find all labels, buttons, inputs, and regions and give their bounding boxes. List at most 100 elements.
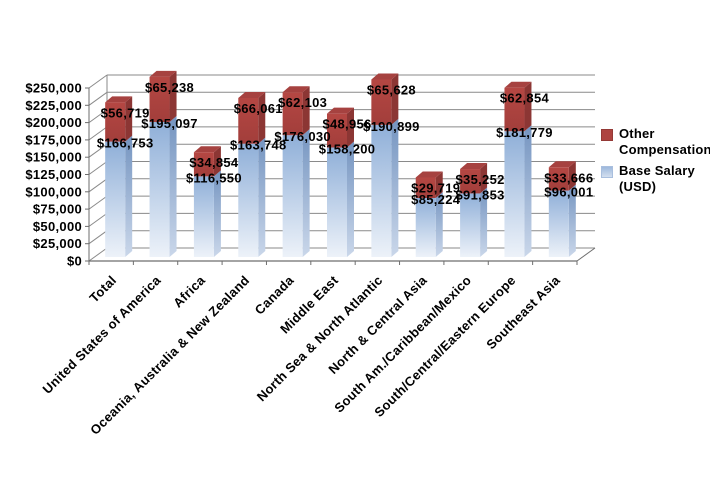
bar-other-front: [548, 167, 569, 191]
bar-other-front: [282, 92, 303, 136]
bar-base-front: [415, 198, 436, 257]
gridline-jog: [88, 178, 108, 193]
value-label-base: $176,030: [274, 129, 331, 144]
bar-other-top: [460, 163, 488, 170]
gridline-jog: [88, 143, 108, 158]
bar-base-side: [568, 184, 576, 257]
bar-other-top: [238, 91, 266, 98]
other-compensation-swatch-icon: [601, 129, 613, 141]
y-tick-label: $175,000: [25, 132, 82, 147]
bar-other-front: [460, 169, 481, 194]
value-label-other: $34,854: [189, 155, 239, 170]
bar-base-front: [193, 176, 214, 257]
category-label: Canada: [252, 272, 297, 317]
value-label-base: $190,899: [363, 119, 420, 134]
category-label: Oceania, Australia & New Zealand: [87, 273, 252, 438]
bar-other-front: [105, 102, 126, 142]
value-label-other: $66,061: [234, 101, 283, 116]
bar-other-side: [213, 146, 221, 177]
value-label-base: $163,748: [230, 138, 287, 153]
bar-other-front: [415, 177, 436, 199]
value-label-base: $96,001: [544, 185, 593, 200]
y-tick-label: $125,000: [25, 167, 82, 182]
y-tick-label: $250,000: [25, 81, 82, 96]
bar-other-top: [415, 171, 443, 178]
gridline-jog: [88, 195, 108, 210]
gridline-jog: [88, 126, 108, 141]
bar-other-top: [149, 70, 177, 77]
bar-other-side: [524, 81, 532, 132]
y-tick-label: $200,000: [25, 115, 82, 130]
bar-base-front: [282, 135, 303, 257]
bar-base-front: [327, 147, 347, 257]
category-label: Africa: [170, 272, 208, 310]
bar-other-side: [568, 161, 576, 191]
bar-other-front: [504, 87, 525, 132]
bar-base-side: [302, 129, 310, 257]
value-label-base: $181,779: [496, 125, 553, 140]
base-salary-swatch-icon: [601, 166, 613, 178]
y-tick-label: $225,000: [25, 98, 82, 113]
floor-right-edge: [576, 247, 596, 262]
gridline-jog: [88, 230, 108, 245]
bar-base-side: [391, 118, 399, 258]
bar-other-side: [258, 91, 266, 144]
value-label-other: $65,628: [367, 82, 416, 97]
value-label-other: $48,956: [322, 117, 371, 132]
bar-other-side: [347, 107, 354, 148]
bar-base-side: [125, 135, 133, 257]
bar-base-side: [435, 192, 443, 257]
value-label-other: $62,854: [500, 91, 550, 106]
bar-other-side: [391, 73, 399, 125]
bar-other-top: [371, 73, 399, 80]
gridline-jog: [88, 74, 108, 89]
gridline-jog: [88, 212, 108, 227]
bar-other-top: [504, 81, 532, 88]
y-tick-label: $150,000: [25, 150, 82, 165]
bar-base-front: [149, 121, 170, 257]
bar-other-side: [302, 86, 310, 136]
bar-other-top: [548, 161, 576, 168]
bar-base-side: [347, 141, 354, 257]
bar-base-side: [213, 170, 221, 257]
bar-other-front: [193, 152, 214, 177]
bar-other-front: [371, 79, 392, 125]
bar-other-front: [149, 76, 170, 122]
bar-other-top: [282, 86, 310, 93]
bar-other-top: [193, 146, 221, 153]
bar-other-top: [327, 107, 354, 114]
bar-other-front: [327, 113, 347, 148]
bar-base-front: [548, 190, 569, 257]
value-label-other: $33,666: [544, 170, 593, 185]
legend-label-other-compensation: Other Compensation: [619, 126, 710, 157]
bar-base-side: [524, 125, 532, 258]
bar-base-front: [238, 143, 259, 257]
chart-legend: Other Compensation Base Salary (USD): [601, 126, 710, 195]
bar-other-side: [435, 171, 443, 199]
value-label-other: $65,238: [145, 80, 194, 95]
bar-other-side: [125, 96, 133, 142]
bar-base-side: [258, 137, 266, 257]
value-label-base: $116,550: [186, 170, 242, 185]
gridline-jog: [88, 91, 108, 106]
y-tick-label: $0: [67, 254, 82, 269]
bar-other-front: [238, 97, 259, 144]
y-tick-label: $75,000: [33, 202, 82, 217]
gridline-jog: [88, 161, 108, 175]
value-label-base: $85,224: [411, 192, 461, 207]
bar-other-top: [105, 96, 133, 103]
legend-label-base-salary: Base Salary (USD): [619, 163, 695, 194]
value-label-other: $35,252: [456, 172, 505, 187]
value-label-base: $91,853: [456, 187, 505, 202]
y-tick-label: $25,000: [33, 236, 82, 251]
value-label-base: $195,097: [141, 116, 198, 131]
category-label: Total: [86, 273, 119, 306]
legend-item-base-salary: Base Salary (USD): [601, 163, 709, 195]
value-label-other: $56,719: [101, 105, 150, 120]
bar-other-side: [480, 163, 488, 194]
value-label-base: $166,753: [97, 136, 154, 151]
value-label-other: $62,103: [278, 95, 327, 110]
value-label-base: $158,200: [319, 142, 376, 157]
